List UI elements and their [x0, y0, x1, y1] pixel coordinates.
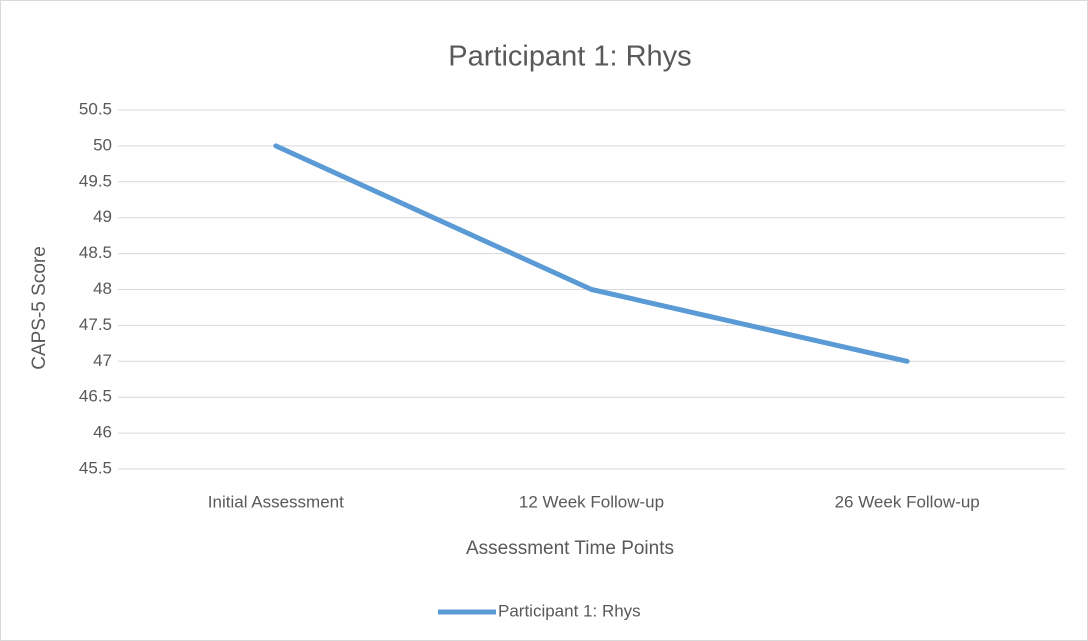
y-tick-label: 48 [93, 279, 112, 298]
x-axis-label: Assessment Time Points [466, 538, 674, 559]
legend-label: Participant 1: Rhys [498, 601, 641, 620]
y-tick-label: 45.5 [79, 458, 112, 477]
series-line [273, 143, 910, 364]
y-tick-label: 46 [93, 423, 112, 442]
x-tick-label: Initial Assessment [208, 492, 344, 511]
chart-title: Participant 1: Rhys [448, 41, 691, 73]
y-tick-label: 49 [93, 207, 112, 226]
y-tick-label: 50.5 [79, 99, 112, 118]
y-tick-label: 48.5 [79, 243, 112, 262]
y-axis-label: CAPS-5 Score [29, 246, 50, 370]
y-tick-label: 49.5 [79, 171, 112, 190]
y-tick-label: 46.5 [79, 387, 112, 406]
y-tick-label: 50 [93, 135, 112, 154]
x-tick-label: 26 Week Follow-up [835, 492, 980, 511]
y-tick-label: 47.5 [79, 315, 112, 334]
x-tick-label: 12 Week Follow-up [519, 492, 664, 511]
y-tick-label: 47 [93, 351, 112, 370]
